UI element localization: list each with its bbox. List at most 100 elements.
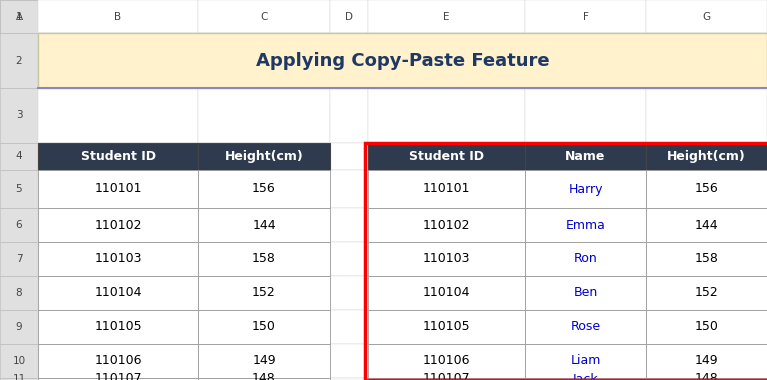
Text: E: E [443, 11, 449, 22]
Bar [198, 170, 330, 208]
Bar [38, 170, 198, 208]
Bar [525, 143, 646, 170]
Text: 110105: 110105 [94, 320, 142, 334]
Bar [330, 208, 368, 242]
Bar [368, 143, 525, 170]
Text: 110102: 110102 [423, 218, 470, 231]
Bar [525, 208, 646, 242]
Text: 110106: 110106 [423, 355, 470, 367]
Text: 110103: 110103 [94, 252, 142, 266]
Bar [525, 242, 646, 276]
Bar [646, 344, 767, 378]
Text: 144: 144 [695, 218, 719, 231]
Bar [646, 170, 767, 208]
Bar [368, 208, 525, 242]
Bar [198, 170, 330, 208]
Text: 148: 148 [695, 372, 719, 380]
Text: Student ID: Student ID [409, 150, 484, 163]
Bar [368, 378, 525, 380]
Text: 1: 1 [15, 11, 22, 22]
Text: 150: 150 [695, 320, 719, 334]
Text: 144: 144 [252, 218, 276, 231]
Bar [330, 33, 368, 88]
Bar [0, 208, 38, 242]
Bar [198, 344, 330, 378]
Bar [0, 242, 38, 276]
Text: 2: 2 [15, 55, 22, 65]
Bar [330, 344, 368, 378]
Bar [38, 276, 198, 310]
Bar [198, 208, 330, 242]
Bar [646, 33, 767, 88]
Bar [646, 276, 767, 310]
Bar [525, 242, 646, 276]
Bar [525, 378, 646, 380]
Bar [38, 310, 198, 344]
Bar [198, 208, 330, 242]
Text: Student ID: Student ID [81, 150, 156, 163]
Text: D: D [345, 11, 353, 22]
Text: Name: Name [565, 150, 606, 163]
Bar [368, 276, 525, 310]
Bar [198, 378, 330, 380]
Bar [198, 310, 330, 344]
Bar [38, 208, 198, 242]
Bar [0, 0, 38, 33]
Bar [38, 143, 198, 170]
Bar [38, 378, 198, 380]
Bar [646, 88, 767, 143]
Text: Ron: Ron [574, 252, 597, 266]
Bar [198, 143, 330, 170]
Bar [368, 0, 525, 33]
Bar [38, 208, 198, 242]
Bar [646, 143, 767, 170]
Text: C: C [260, 11, 268, 22]
Text: 152: 152 [695, 287, 719, 299]
Bar [525, 378, 646, 380]
Bar [646, 242, 767, 276]
Bar [198, 242, 330, 276]
Bar [0, 88, 38, 143]
Text: 7: 7 [15, 254, 22, 264]
Text: 150: 150 [252, 320, 276, 334]
Text: 5: 5 [15, 184, 22, 194]
Bar [525, 344, 646, 378]
Bar [0, 344, 38, 378]
Bar [368, 344, 525, 378]
Text: Emma: Emma [565, 218, 605, 231]
Text: 10: 10 [12, 356, 25, 366]
Bar [368, 143, 525, 170]
Text: 110104: 110104 [94, 287, 142, 299]
Bar [330, 170, 368, 208]
Bar [646, 378, 767, 380]
Bar [646, 170, 767, 208]
Bar [368, 310, 525, 344]
Text: 152: 152 [252, 287, 276, 299]
Bar [0, 143, 38, 170]
Bar [38, 310, 198, 344]
Text: Jack: Jack [573, 372, 598, 380]
Bar [368, 276, 525, 310]
Bar [198, 276, 330, 310]
Bar [368, 170, 525, 208]
Bar [368, 208, 525, 242]
Text: 158: 158 [695, 252, 719, 266]
Text: 149: 149 [252, 355, 276, 367]
Bar [38, 344, 198, 378]
Bar [525, 276, 646, 310]
Text: B: B [114, 11, 121, 22]
Bar [646, 208, 767, 242]
Text: 9: 9 [15, 322, 22, 332]
Bar [525, 170, 646, 208]
Bar [198, 0, 330, 33]
Bar [330, 143, 368, 170]
Text: A: A [15, 11, 22, 22]
Bar [38, 276, 198, 310]
Text: Height(cm): Height(cm) [667, 150, 746, 163]
Bar [525, 310, 646, 344]
Bar [330, 88, 368, 143]
Text: 149: 149 [695, 355, 719, 367]
Bar [198, 310, 330, 344]
Bar [38, 0, 198, 33]
Text: Applying Copy-Paste Feature: Applying Copy-Paste Feature [255, 52, 549, 70]
